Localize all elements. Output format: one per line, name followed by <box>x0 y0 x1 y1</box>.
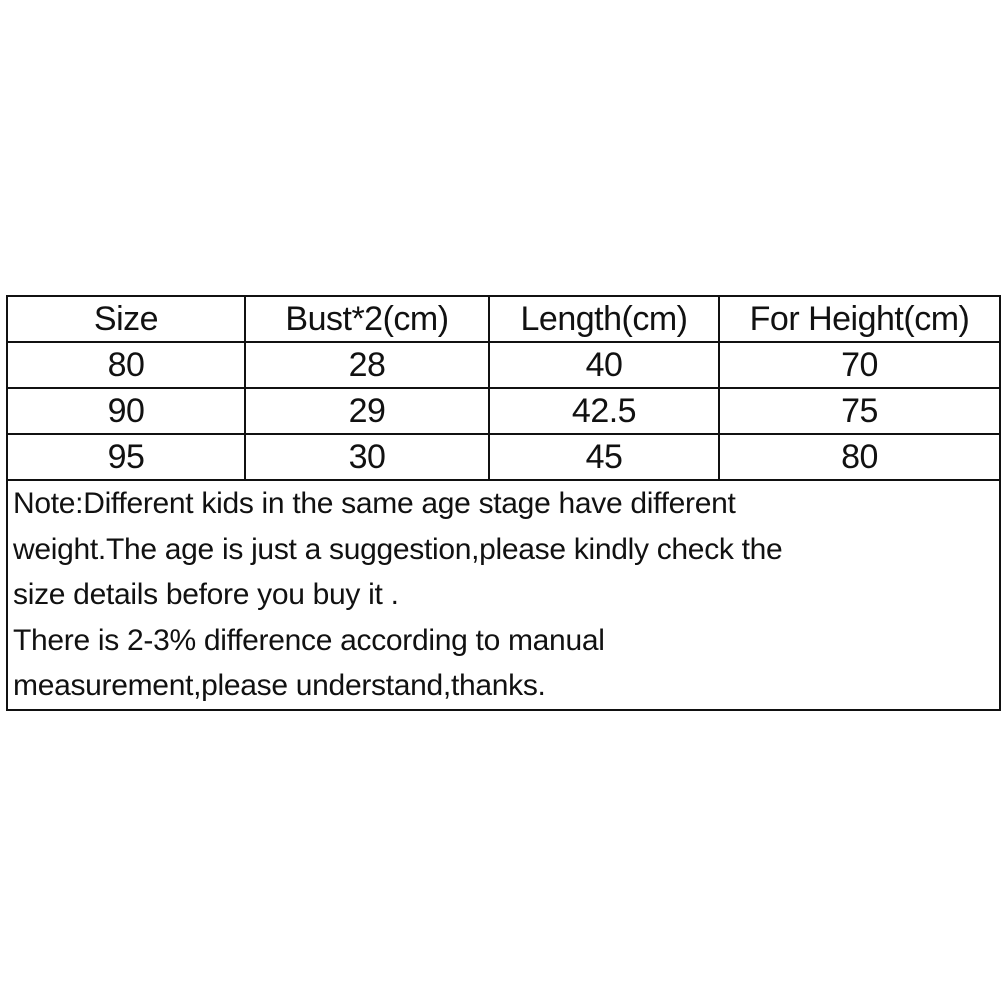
table-row: 90 29 42.5 75 <box>6 387 1001 435</box>
note-line: size details before you buy it . <box>13 578 399 611</box>
cell-bust: 30 <box>244 433 490 481</box>
cell-bust: 29 <box>244 387 490 435</box>
cell-length: 42.5 <box>488 387 720 435</box>
size-chart-table: Size Bust*2(cm) Length(cm) For Height(cm… <box>6 295 1001 711</box>
note-line: There is 2-3% difference according to ma… <box>13 623 605 657</box>
cell-height: 80 <box>718 433 1001 481</box>
table-row: 80 28 40 70 <box>6 341 1001 389</box>
table-row: 95 30 45 80 <box>6 433 1001 481</box>
header-size: Size <box>6 295 246 343</box>
note-cell: Note:Different kids in the same age stag… <box>6 479 1001 711</box>
note-line: Note:Different kids in the same age stag… <box>13 487 736 520</box>
note-line: measurement,please understand,thanks. <box>13 669 546 702</box>
cell-size: 95 <box>6 433 246 481</box>
note-line: weight.The age is just a suggestion,plea… <box>13 532 783 566</box>
note-row: Note:Different kids in the same age stag… <box>6 479 1001 711</box>
cell-height: 75 <box>718 387 1001 435</box>
cell-bust: 28 <box>244 341 490 389</box>
cell-height: 70 <box>718 341 1001 389</box>
cell-length: 40 <box>488 341 720 389</box>
cell-size: 90 <box>6 387 246 435</box>
header-height: For Height(cm) <box>718 295 1001 343</box>
cell-size: 80 <box>6 341 246 389</box>
cell-length: 45 <box>488 433 720 481</box>
header-length: Length(cm) <box>488 295 720 343</box>
header-row: Size Bust*2(cm) Length(cm) For Height(cm… <box>6 295 1001 343</box>
header-bust: Bust*2(cm) <box>244 295 490 343</box>
